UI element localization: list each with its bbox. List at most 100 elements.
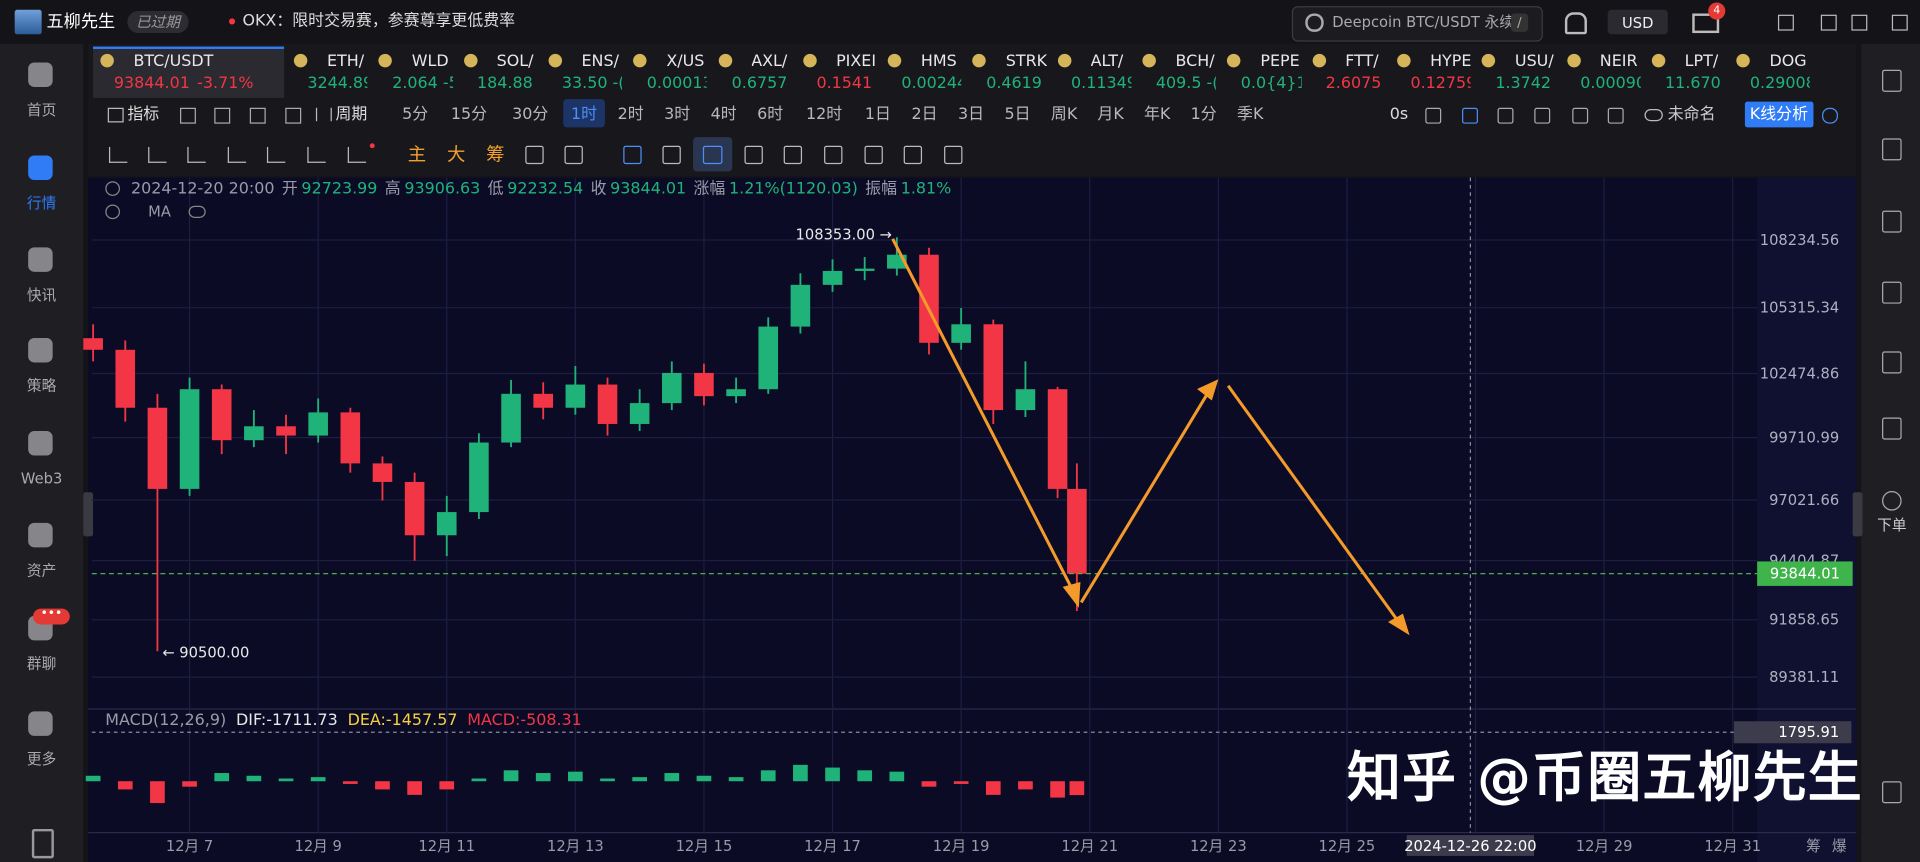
ticker-name[interactable]: WLD (411, 53, 449, 70)
period-option[interactable]: 周K (1050, 105, 1078, 124)
order-label[interactable]: 下单 (1877, 516, 1907, 534)
ticker-price[interactable]: 0.00013 (647, 76, 707, 92)
tool-icon[interactable] (1572, 107, 1589, 124)
window-button[interactable] (1891, 14, 1908, 31)
right-tool[interactable] (1882, 138, 1902, 161)
ticker-name[interactable]: NEIR (1599, 53, 1638, 70)
tool-icon[interactable] (249, 107, 266, 124)
ticker-price[interactable]: 0.00090 (1580, 76, 1640, 92)
axis-tool[interactable]: 筹 (1806, 837, 1821, 855)
ticker-name[interactable]: ALT/ (1090, 53, 1124, 70)
right-tool[interactable] (1882, 69, 1902, 92)
period-option[interactable]: 1时 (563, 99, 605, 128)
ticker-price[interactable]: 0.29008 (1750, 76, 1810, 92)
ticker-name[interactable]: ETH/ (326, 53, 365, 70)
sidebar-icon[interactable] (28, 337, 53, 363)
visibility-icon[interactable] (188, 205, 206, 218)
period-option[interactable]: 月K (1097, 105, 1124, 124)
search-box[interactable] (1291, 6, 1543, 42)
ticker-price[interactable]: 2.064 -5 (392, 76, 452, 92)
draw-mode[interactable]: 主 (407, 143, 427, 166)
draw-tool-active[interactable] (693, 137, 733, 172)
ticker-name[interactable]: ENS/ (581, 53, 619, 70)
right-tool[interactable] (1882, 781, 1902, 804)
period-option[interactable]: 年K (1143, 105, 1171, 124)
draw-tool[interactable] (227, 146, 247, 163)
window-button[interactable] (1851, 14, 1868, 31)
tool-icon[interactable] (285, 107, 302, 124)
period-option[interactable]: 季K (1237, 105, 1264, 124)
period-option[interactable]: 2时 (617, 105, 644, 124)
layout-name[interactable]: 未命名 (1667, 105, 1716, 124)
ticker-price[interactable]: 409.5 -( (1156, 76, 1216, 92)
period-option[interactable]: 1分 (1190, 105, 1217, 124)
draw-tool[interactable] (564, 145, 583, 165)
collapse-handle[interactable] (83, 492, 94, 537)
draw-tool[interactable] (623, 145, 642, 165)
sidebar-icon[interactable] (28, 711, 53, 736)
ticker-price[interactable]: 0.12759 (1410, 76, 1470, 92)
tool-icon[interactable] (1497, 107, 1514, 124)
right-tool[interactable] (1882, 281, 1902, 304)
draw-tool[interactable] (108, 146, 128, 163)
period[interactable]: 周期 (335, 105, 368, 124)
ticker-name[interactable]: AXL/ (751, 53, 788, 70)
tool-icon[interactable] (1425, 107, 1442, 124)
collapse-handle[interactable] (1852, 492, 1863, 537)
sidebar-label[interactable]: 更多 (26, 750, 57, 768)
draw-tool[interactable] (864, 145, 883, 165)
period-option[interactable]: 15分 (450, 105, 488, 124)
sidebar-label[interactable]: 快讯 (26, 286, 57, 304)
sidebar-label[interactable]: Web3 (20, 470, 63, 488)
ticker-price[interactable]: 1.3742 (1495, 76, 1555, 92)
sidebar-label[interactable]: 群聊 (26, 655, 57, 673)
window-button[interactable] (1820, 14, 1837, 31)
share-icon[interactable] (1822, 107, 1838, 124)
draw-tool[interactable] (702, 145, 723, 165)
sidebar-icon[interactable] (28, 247, 53, 272)
tool-icon[interactable] (214, 107, 231, 124)
period-option[interactable]: 6时 (757, 105, 784, 124)
sidebar-bottom-icon[interactable] (31, 828, 54, 859)
draw-mode[interactable]: 大 (446, 143, 466, 166)
ticker-price[interactable]: 0.00244 (901, 76, 961, 92)
draw-tool[interactable] (944, 145, 963, 165)
period-option[interactable]: 1日 (864, 105, 891, 124)
draw-tool[interactable] (347, 146, 367, 163)
ticker-name[interactable]: USU/ (1514, 53, 1554, 70)
ticker-name[interactable]: PEPE (1260, 53, 1300, 70)
ticker-price[interactable]: 11.670 (1665, 76, 1725, 92)
ticker-price[interactable]: 3244.89 (307, 76, 367, 92)
sidebar-icon[interactable] (28, 155, 53, 181)
collapse-icon[interactable] (105, 181, 121, 196)
ticker-name[interactable]: HYPE (1430, 53, 1471, 70)
sidebar-icon[interactable] (28, 62, 53, 87)
collapse-icon[interactable] (105, 204, 121, 220)
ticker-price[interactable]: 2.6075 (1326, 76, 1386, 92)
draw-tool[interactable] (662, 145, 681, 165)
indicators[interactable]: 指标 (127, 105, 160, 124)
draw-tool[interactable] (266, 146, 286, 163)
draw-tool[interactable] (525, 145, 544, 165)
ticker-price[interactable]: 0.4619 (986, 76, 1046, 92)
sidebar-label[interactable]: 策略 (26, 377, 57, 395)
draw-tool[interactable] (307, 146, 326, 163)
ticker-price[interactable]: 0.1541 (816, 76, 876, 92)
period-option[interactable]: 3时 (664, 105, 691, 124)
ticker-price[interactable]: 0.0{4}15 (1241, 76, 1301, 92)
draw-tool[interactable] (824, 145, 843, 165)
ticker-name[interactable]: X/US (666, 53, 705, 70)
sidebar-icon[interactable] (28, 522, 53, 548)
tool-icon[interactable] (180, 107, 196, 124)
draw-tool[interactable] (187, 146, 206, 163)
ticker-name[interactable]: BTC/USDT (133, 53, 214, 70)
period-option[interactable]: 5日 (1004, 105, 1031, 124)
ma-label[interactable]: MA (148, 203, 171, 221)
ticker-name[interactable]: HMS (920, 53, 957, 70)
tool-icon[interactable] (1607, 107, 1624, 124)
ticker-price[interactable]: 33.50 -( (562, 76, 622, 92)
draw-tool[interactable] (148, 146, 167, 163)
sidebar-icon[interactable] (28, 431, 53, 456)
tool-icon[interactable] (1534, 107, 1551, 124)
right-tool[interactable] (1882, 210, 1902, 233)
